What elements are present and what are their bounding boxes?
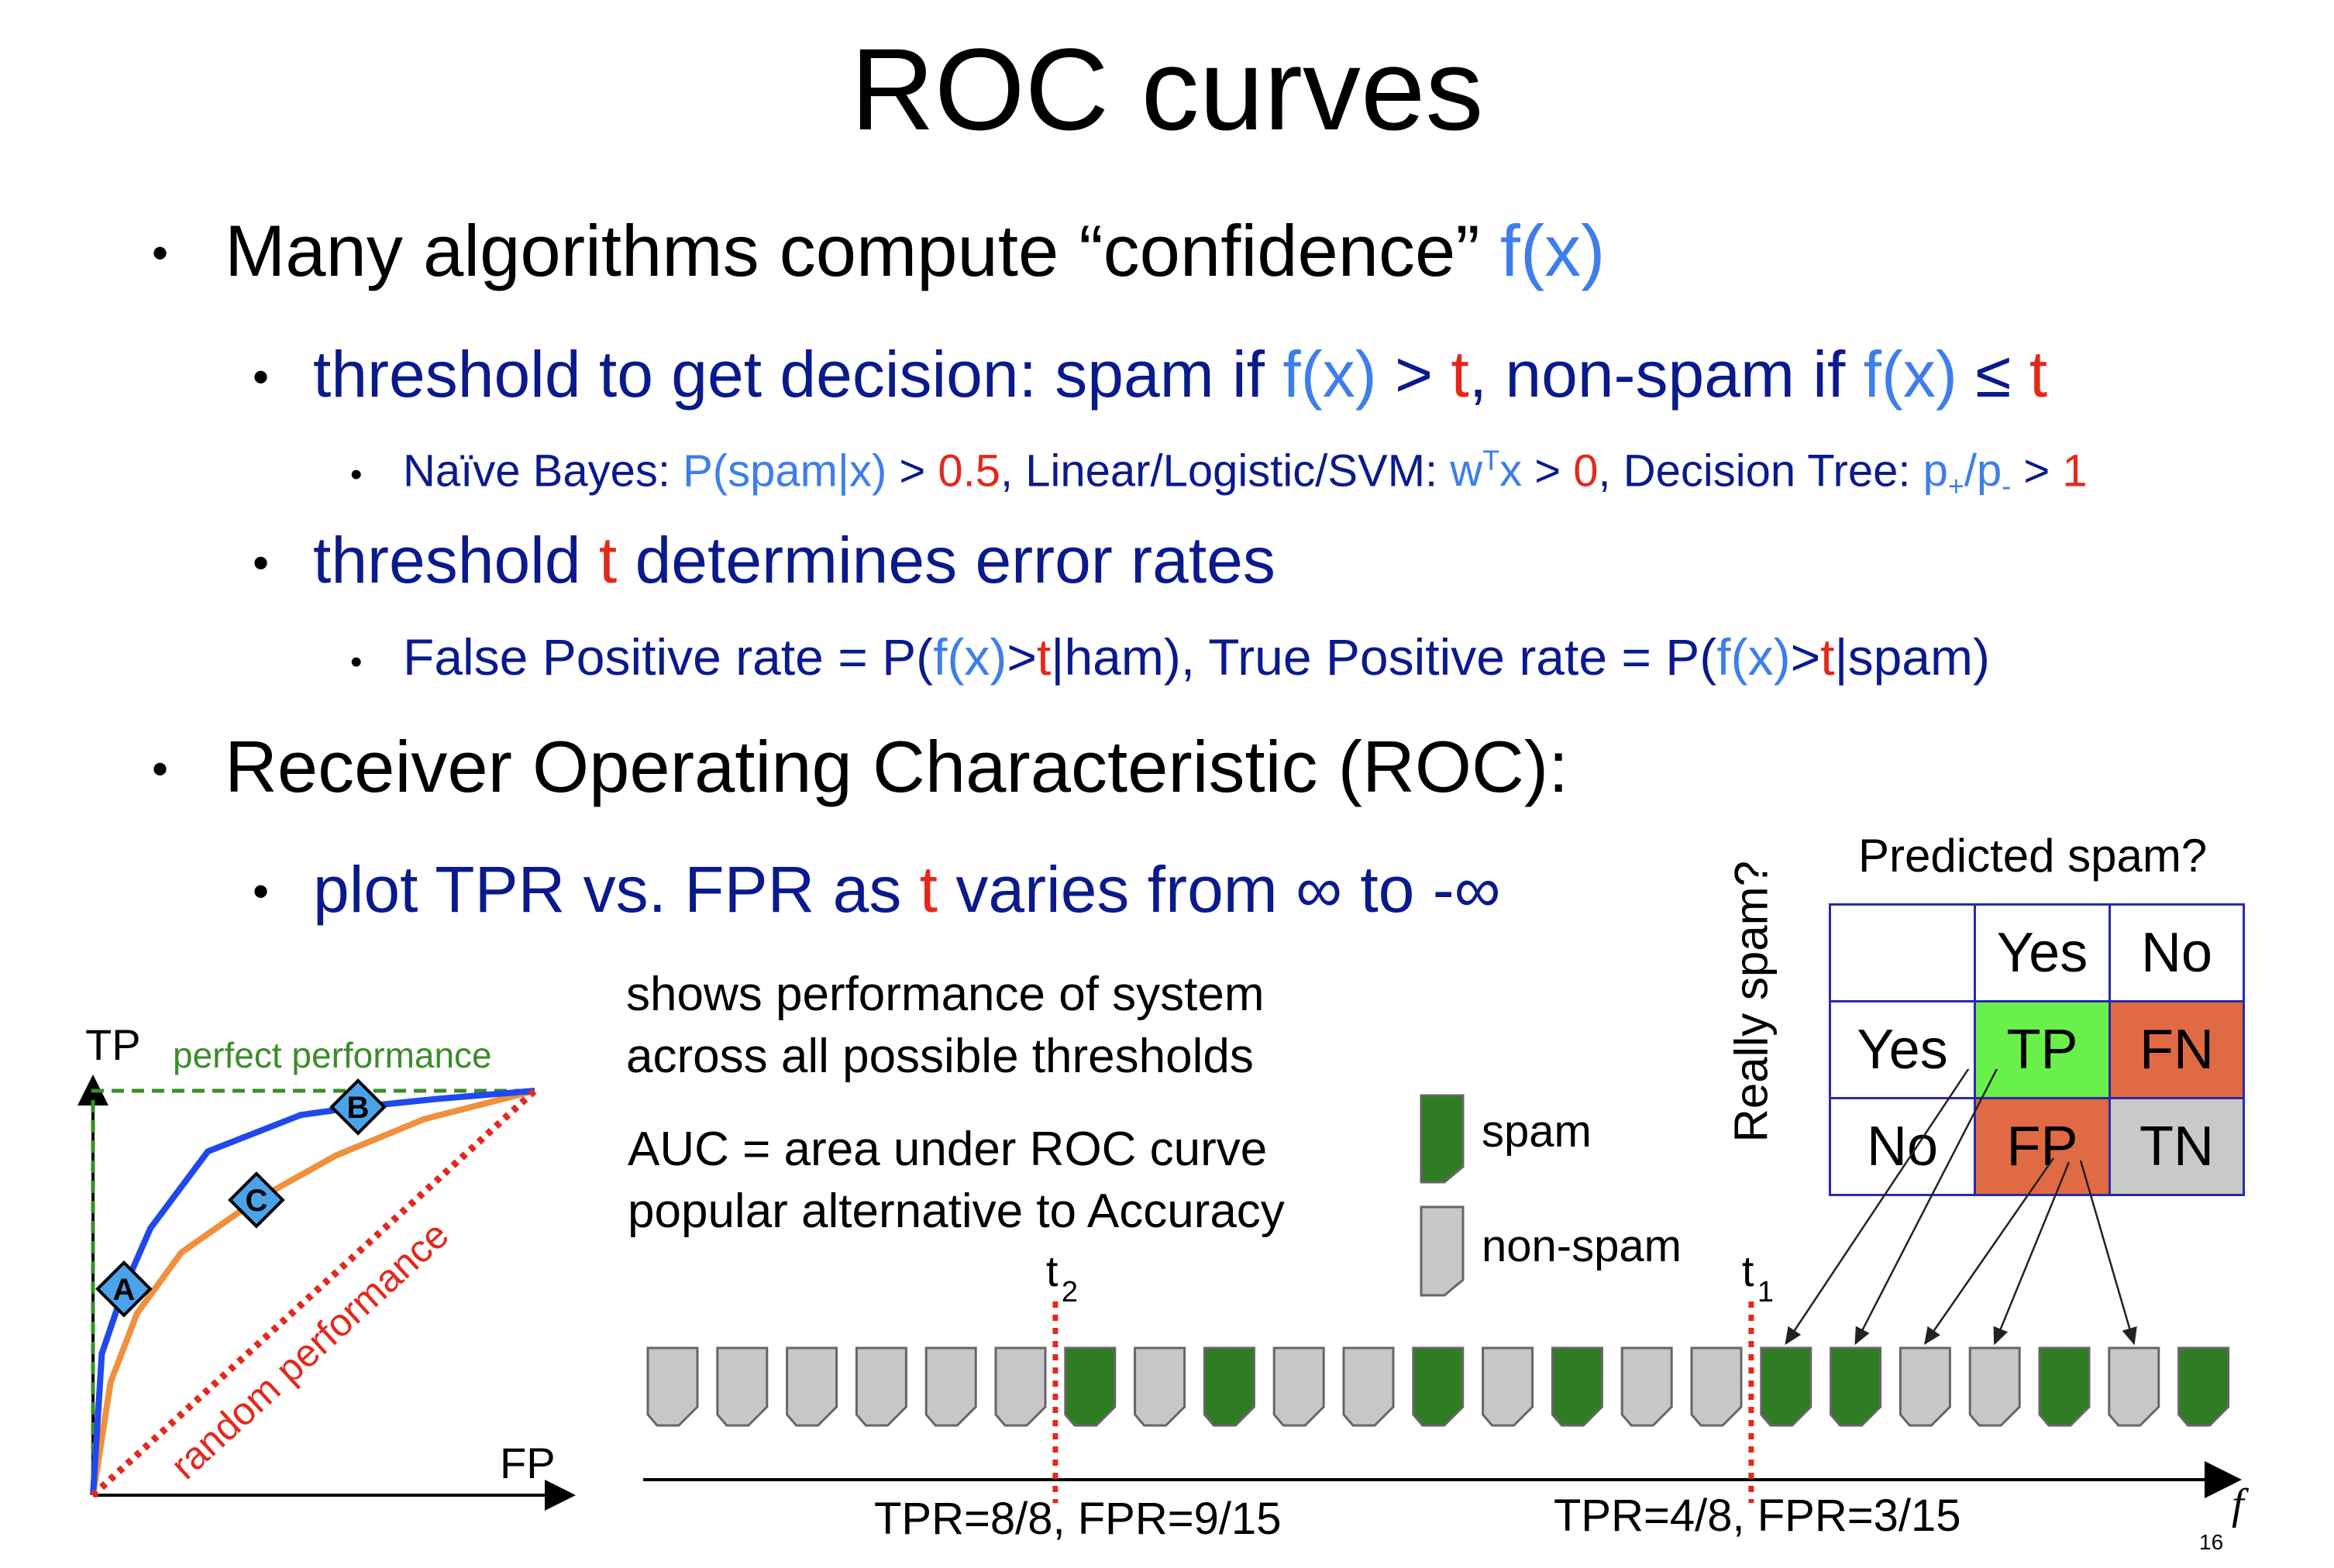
confusion-row-yes: Yes	[1829, 1000, 1976, 1099]
desc-line: shows performance of system	[626, 968, 1265, 1021]
spam-email-item	[1203, 1346, 1255, 1427]
nonspam-email-item	[1342, 1346, 1395, 1427]
legend: spam non-spam	[1420, 1094, 1682, 1297]
perfect-performance-label: perfect performance	[173, 1035, 492, 1075]
spam-email-item	[1064, 1346, 1117, 1427]
nonspam-email-item	[1968, 1346, 2021, 1427]
roc-point-b: B	[329, 1078, 387, 1136]
roc-point-label: B	[347, 1091, 370, 1125]
nonspam-email-item	[1134, 1346, 1186, 1427]
page-title: ROC curves	[850, 24, 1484, 154]
nonspam-email-item	[855, 1346, 907, 1427]
nonspam-email-item	[1690, 1346, 1743, 1427]
legend-spam-swatch	[1420, 1094, 1465, 1184]
random-performance-line	[90, 1088, 538, 1498]
roc-point-label: A	[112, 1273, 135, 1307]
threshold-t2-subscript: 2	[1062, 1276, 1078, 1308]
legend-nonspam-swatch	[1420, 1205, 1465, 1297]
desc-line: AUC = area under ROC curve	[628, 1123, 1268, 1176]
bullet-dot: •	[253, 865, 270, 917]
mapping-arrow	[2079, 1160, 2137, 1346]
roc-plot: TP FP perfect performance random perform…	[77, 1020, 576, 1511]
bullet-error-rates: threshold t determines error rates	[313, 524, 1275, 597]
x-axis-label: FP	[500, 1439, 556, 1487]
f-axis-label: f	[2232, 1480, 2250, 1528]
confusion-col-yes: Yes	[1974, 903, 2111, 1002]
roc-point-label: C	[245, 1184, 267, 1218]
nonspam-email-item	[1482, 1346, 1534, 1427]
bullet-dot: •	[253, 537, 270, 589]
mapping-arrow	[1854, 1069, 1998, 1346]
bullet-dot: •	[152, 227, 169, 279]
bullet-plot-tpr-fpr: plot TPR vs. FPR as t varies from ∞ to -…	[313, 853, 1501, 926]
confusion-fp: FP	[1974, 1097, 2111, 1196]
roc-curve-ab	[90, 1088, 535, 1496]
threshold-t1-subscript: 1	[1757, 1276, 1774, 1308]
y-axis-label: TP	[85, 1020, 141, 1069]
spam-email-item	[1412, 1346, 1465, 1427]
spam-email-item	[1760, 1346, 1812, 1427]
nonspam-email-item	[1899, 1346, 1951, 1427]
legend-spam-label: spam	[1482, 1106, 1592, 1157]
bullet-confidence: Many algorithms compute “confidence” f(x…	[225, 210, 1606, 291]
spam-email-item	[2177, 1346, 2230, 1427]
desc-line: popular alternative to Accuracy	[628, 1185, 1285, 1238]
nonspam-email-item	[1272, 1346, 1325, 1427]
mapping-arrow	[1923, 1157, 2055, 1346]
legend-nonspam-label: non-spam	[1482, 1221, 1682, 1271]
spam-email-item	[2038, 1346, 2091, 1427]
bullet-roc: Receiver Operating Characteristic (ROC):	[225, 726, 1569, 807]
bullet-dot: •	[152, 743, 169, 795]
roc-curve-c	[90, 1088, 535, 1496]
nonspam-email-item	[786, 1346, 838, 1427]
spam-email-item	[1830, 1346, 1882, 1427]
threshold-strip: f 16 TPR=8/8, FPR=9/15 TPR=4/8, FPR=3/15…	[643, 1069, 2250, 1554]
roc-point-c: C	[228, 1171, 285, 1229]
confusion-corner	[1829, 903, 1976, 1002]
spam-email-item	[1551, 1346, 1603, 1427]
threshold-t2-label: t	[1046, 1246, 1059, 1295]
nonspam-email-item	[646, 1346, 699, 1427]
threshold-t1-label: t	[1742, 1246, 1754, 1295]
bullet-rate-definitions: False Positive rate = P(f(x)>t|ham), Tru…	[403, 628, 1990, 686]
nonspam-email-item	[1620, 1346, 1673, 1427]
nonspam-email-item	[994, 1346, 1047, 1427]
roc-point-a: A	[95, 1260, 153, 1318]
bullet-dot: •	[350, 456, 363, 493]
perfect-performance-line	[91, 1088, 535, 1495]
desc-line: across all possible thresholds	[626, 1030, 1254, 1083]
confusion-fn: FN	[2109, 1000, 2245, 1099]
confusion-tn: TN	[2109, 1097, 2245, 1196]
bullet-classifier-thresholds: Naïve Bayes: P(spam|x) > 0.5, Linear/Log…	[403, 445, 2088, 502]
bullet-dot: •	[253, 351, 270, 403]
bullet-threshold-decision: threshold to get decision: spam if f(x) …	[313, 338, 2048, 411]
random-performance-label: random performance	[163, 1212, 457, 1487]
page-number: 16	[2199, 1530, 2223, 1554]
confusion-col-no: No	[2109, 903, 2245, 1002]
mapping-arrow	[1993, 1161, 2071, 1346]
bullet-dot: •	[350, 643, 363, 681]
nonspam-email-item	[716, 1346, 769, 1427]
nonspam-email-item	[924, 1346, 977, 1427]
confusion-title: Predicted spam?	[1858, 830, 2208, 882]
stat-t1: TPR=4/8, FPR=3/15	[1554, 1491, 1960, 1541]
nonspam-email-item	[2108, 1346, 2160, 1427]
mapping-arrow	[1785, 1069, 1970, 1346]
stat-t2: TPR=8/8, FPR=9/15	[874, 1494, 1281, 1544]
